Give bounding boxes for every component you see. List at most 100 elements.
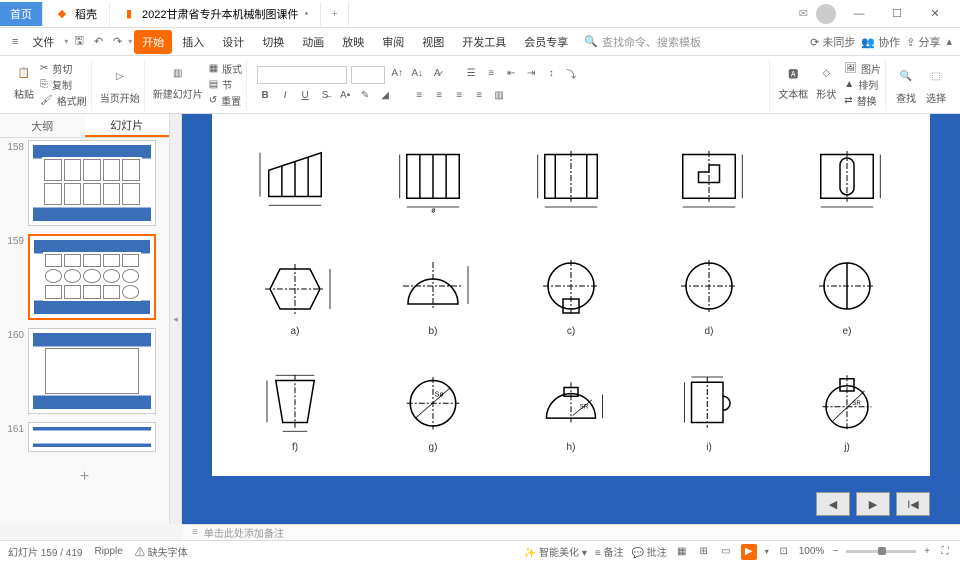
zoom-value[interactable]: 100% xyxy=(799,546,825,557)
menu-view[interactable]: 视图 xyxy=(414,30,452,54)
format-button[interactable]: 🖌格式刷 xyxy=(40,93,87,108)
slideshow-button[interactable]: ▶ xyxy=(741,544,757,560)
beautify-button[interactable]: ✨ 智能美化 ▾ xyxy=(524,544,587,559)
shape-button[interactable]: ◇形状 xyxy=(814,61,838,108)
line-spacing-icon[interactable]: ↕ xyxy=(543,66,559,82)
tab-store[interactable]: ◆ 稻壳 xyxy=(43,2,110,26)
newslide-button[interactable]: ▥ 新建幻灯片 xyxy=(153,61,203,108)
next-button[interactable]: ▶ xyxy=(856,492,890,516)
underline-icon[interactable]: U xyxy=(297,88,313,104)
fit-icon[interactable]: ⊡ xyxy=(777,545,791,559)
pic-button[interactable]: 🖼图片 xyxy=(844,61,881,76)
menubar-right: ⟳ 未同步 👥 协作 ⇪ 分享 ▴ xyxy=(810,34,952,50)
align-center-icon[interactable]: ≡ xyxy=(431,88,447,104)
coop-button[interactable]: 👥 协作 xyxy=(861,34,900,50)
search-box[interactable]: 🔍 查找命令、搜索模板 xyxy=(578,32,707,52)
columns-icon[interactable]: ▥ xyxy=(491,88,507,104)
align-right-icon[interactable]: ≡ xyxy=(451,88,467,104)
arrange-button[interactable]: ▲排列 xyxy=(844,77,881,92)
layout-button[interactable]: ▦版式 xyxy=(209,61,242,76)
notes-bar[interactable]: ≡ 单击此处添加备注 xyxy=(182,524,960,540)
share-button[interactable]: ⇪ 分享 xyxy=(906,34,940,50)
menu-insert[interactable]: 插入 xyxy=(174,30,212,54)
sync-status[interactable]: ⟳ 未同步 xyxy=(810,34,855,50)
comment-toggle[interactable]: 💬 批注 xyxy=(631,544,666,559)
avatar[interactable] xyxy=(816,4,836,24)
menu-transition[interactable]: 切换 xyxy=(254,30,292,54)
view-sorter-icon[interactable]: ⊞ xyxy=(697,545,711,559)
clear-format-icon[interactable]: A̷ xyxy=(429,66,445,82)
thumbnails[interactable]: 158 159 160 161 + xyxy=(0,138,169,524)
notes-toggle[interactable]: ≡ 备注 xyxy=(595,544,624,559)
message-icon[interactable]: ✉ xyxy=(799,7,808,20)
find-button[interactable]: 🔍查找 xyxy=(894,65,918,105)
font-size[interactable] xyxy=(351,66,385,84)
bullets-icon[interactable]: ☰ xyxy=(463,66,479,82)
align-justify-icon[interactable]: ≡ xyxy=(471,88,487,104)
cut-button[interactable]: ✂剪切 xyxy=(40,61,87,76)
align-left-icon[interactable]: ≡ xyxy=(411,88,427,104)
toolbar-undo-icon[interactable]: ↶ xyxy=(90,35,107,48)
app-menu-icon[interactable]: ≡ xyxy=(8,36,22,48)
add-slide-button[interactable]: + xyxy=(4,460,165,494)
menu-design[interactable]: 设计 xyxy=(214,30,252,54)
section-button[interactable]: ▤节 xyxy=(209,77,242,92)
font-color-icon[interactable]: A▪ xyxy=(337,88,353,104)
zoom-out-icon[interactable]: − xyxy=(832,546,838,557)
indent-dec-icon[interactable]: ⇤ xyxy=(503,66,519,82)
view-reading-icon[interactable]: ▭ xyxy=(719,545,733,559)
first-button[interactable]: I◀ xyxy=(896,492,930,516)
paste-button[interactable]: 📋 粘贴 xyxy=(12,61,36,108)
italic-icon[interactable]: I xyxy=(277,88,293,104)
collapse-handle[interactable]: ◂ xyxy=(170,114,182,524)
menu-member[interactable]: 会员专享 xyxy=(516,30,576,54)
tab-home[interactable]: 首页 xyxy=(0,2,43,26)
expand-icon[interactable]: ⛶ xyxy=(938,545,952,559)
zoom-thumb[interactable] xyxy=(878,547,886,555)
numbering-icon[interactable]: ≡ xyxy=(483,66,499,82)
prev-button[interactable]: ◀ xyxy=(816,492,850,516)
highlight-icon[interactable]: ✎ xyxy=(357,88,373,104)
canvas[interactable]: ø a) b) c) d) e) f) Søg) SRh) i) SRj) xyxy=(182,114,960,524)
menu-dev[interactable]: 开发工具 xyxy=(454,30,514,54)
menu-animation[interactable]: 动画 xyxy=(294,30,332,54)
menu-file[interactable]: 文件 xyxy=(24,30,62,54)
menu-review[interactable]: 审阅 xyxy=(374,30,412,54)
indent-inc-icon[interactable]: ⇥ xyxy=(523,66,539,82)
menu-slideshow[interactable]: 放映 xyxy=(334,30,372,54)
close-button[interactable]: ✕ xyxy=(920,0,950,28)
maximize-button[interactable]: ☐ xyxy=(882,0,912,28)
textbox-button[interactable]: 🅰文本框 xyxy=(778,61,808,108)
tab-add[interactable]: + xyxy=(321,2,348,26)
strike-icon[interactable]: S̶ xyxy=(317,88,333,104)
collapse-ribbon-icon[interactable]: ▴ xyxy=(946,35,952,48)
view-normal-icon[interactable]: ▦ xyxy=(675,545,689,559)
thumbnail[interactable] xyxy=(28,328,156,414)
zoom-slider[interactable] xyxy=(846,550,916,553)
thumbnail[interactable] xyxy=(28,140,156,226)
minimize-button[interactable]: — xyxy=(844,0,874,28)
copy-button[interactable]: ⎘复制 xyxy=(40,77,87,92)
toolbar-redo-icon[interactable]: ↷ xyxy=(109,35,126,48)
shadow-icon[interactable]: ◢ xyxy=(377,88,393,104)
thumbnail[interactable] xyxy=(28,422,156,452)
tab-document[interactable]: ▮ 2022甘肃省专升本机械制图课件 • xyxy=(110,2,321,26)
side-tab-outline[interactable]: 大纲 xyxy=(0,114,85,137)
bold-icon[interactable]: B xyxy=(257,88,273,104)
increase-font-icon[interactable]: A↑ xyxy=(389,66,405,82)
side-tab-slides[interactable]: 幻灯片 xyxy=(85,114,170,137)
play-button[interactable]: ▷ 当页开始 xyxy=(100,65,140,105)
select-button[interactable]: ⬚选择 xyxy=(924,65,948,105)
chevron-down-icon[interactable]: ▾ xyxy=(765,547,769,556)
drawing-e-top xyxy=(784,122,910,235)
text-dir-icon[interactable]: ⤵ xyxy=(563,66,579,82)
thumbnail-active[interactable] xyxy=(28,234,156,320)
reset-button[interactable]: ↺重置 xyxy=(209,93,242,108)
missing-fonts[interactable]: ⚠ 缺失字体 xyxy=(135,544,188,559)
zoom-in-icon[interactable]: + xyxy=(924,546,930,557)
menu-start[interactable]: 开始 xyxy=(134,30,172,54)
font-family[interactable] xyxy=(257,66,347,84)
replace-button[interactable]: ⇄替换 xyxy=(844,93,881,108)
toolbar-save-icon[interactable]: 🖫 xyxy=(70,32,87,51)
decrease-font-icon[interactable]: A↓ xyxy=(409,66,425,82)
